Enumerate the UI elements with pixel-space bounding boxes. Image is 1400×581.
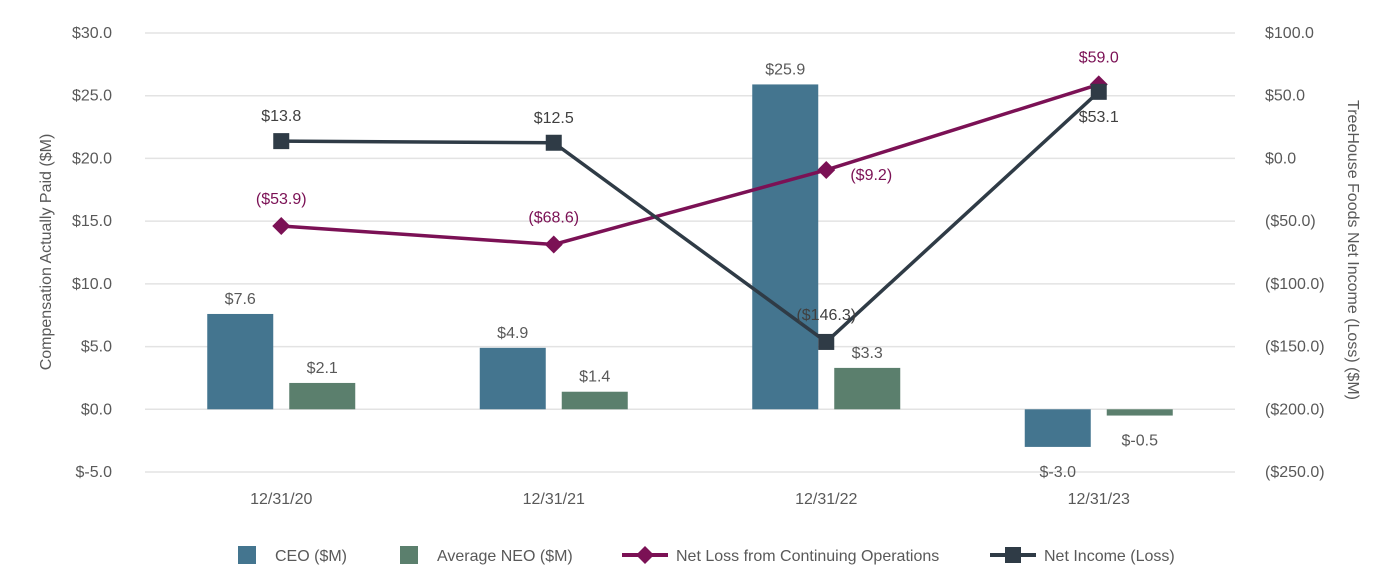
bar-neo — [289, 382, 356, 410]
bar-data-label: $-0.5 — [1122, 433, 1159, 450]
bar-data-label: $1.4 — [579, 369, 610, 386]
legend-label: CEO ($M) — [275, 548, 347, 565]
y-tick-label: $20.0 — [72, 150, 112, 167]
legend-swatch — [400, 546, 418, 564]
legend-label: Average NEO ($M) — [437, 548, 573, 565]
y-axis-label: Compensation Actually Paid ($M) — [38, 134, 55, 371]
bar-ceo — [1024, 409, 1091, 447]
y-tick-label: $0.0 — [81, 401, 112, 418]
line-data-label: ($9.2) — [850, 167, 892, 184]
y-tick-label: $25.0 — [72, 88, 112, 105]
line-net-income — [281, 90, 1100, 345]
bar-data-label: $2.1 — [307, 360, 338, 377]
square-marker — [273, 133, 290, 150]
bar-ceo — [207, 313, 274, 410]
bar-data-label: $7.6 — [225, 291, 256, 308]
square-marker — [1090, 83, 1107, 100]
y-tick-label: $30.0 — [72, 25, 112, 42]
y-right-tick-label: ($200.0) — [1265, 401, 1325, 418]
x-tick-label: 12/31/22 — [795, 491, 857, 508]
bar-data-label: $3.3 — [852, 345, 883, 362]
diamond-marker — [272, 217, 291, 236]
x-tick-label: 12/31/23 — [1068, 491, 1130, 508]
y-tick-label: $-5.0 — [76, 464, 113, 481]
y-right-tick-label: ($250.0) — [1265, 464, 1325, 481]
line-data-label: ($68.6) — [528, 209, 579, 226]
y-right-tick-label: $50.0 — [1265, 88, 1305, 105]
square-marker — [818, 333, 835, 350]
legend-swatch — [238, 546, 256, 564]
bar-data-label: $-3.0 — [1040, 464, 1077, 481]
legend-label: Net Income (Loss) — [1044, 548, 1175, 565]
diamond-marker — [817, 160, 836, 179]
x-tick-label: 12/31/20 — [250, 491, 312, 508]
line-data-label: $53.1 — [1079, 109, 1119, 126]
legend-label: Net Loss from Continuing Operations — [676, 548, 939, 565]
bar-neo — [561, 391, 628, 410]
diamond-marker — [544, 235, 563, 254]
line-data-label: ($53.9) — [256, 191, 307, 208]
y-right-tick-label: ($150.0) — [1265, 339, 1325, 356]
y-right-axis-label: TreeHouse Foods Net Income (Loss) ($M) — [1344, 100, 1361, 400]
bar-neo — [834, 367, 901, 410]
line-data-label: $59.0 — [1079, 49, 1119, 66]
square-marker — [545, 134, 562, 151]
line-data-label: $12.5 — [534, 110, 574, 127]
line-data-label: $13.8 — [261, 108, 301, 125]
bar-data-label: $25.9 — [765, 61, 805, 78]
line-net-loss — [281, 82, 1100, 247]
bar-ceo — [479, 347, 546, 410]
y-right-tick-label: $0.0 — [1265, 150, 1296, 167]
y-tick-label: $10.0 — [72, 276, 112, 293]
y-tick-label: $15.0 — [72, 213, 112, 230]
y-right-tick-label: $100.0 — [1265, 25, 1314, 42]
x-tick-label: 12/31/21 — [523, 491, 585, 508]
bar-neo — [1106, 409, 1173, 416]
y-tick-label: $5.0 — [81, 339, 112, 356]
line-data-label: ($146.3) — [796, 307, 856, 324]
bar-data-label: $4.9 — [497, 325, 528, 342]
bar-ceo — [752, 84, 819, 410]
legend-diamond-icon — [636, 546, 654, 564]
legend-square-icon — [1005, 547, 1021, 563]
y-right-tick-label: ($50.0) — [1265, 213, 1316, 230]
y-right-tick-label: ($100.0) — [1265, 276, 1325, 293]
